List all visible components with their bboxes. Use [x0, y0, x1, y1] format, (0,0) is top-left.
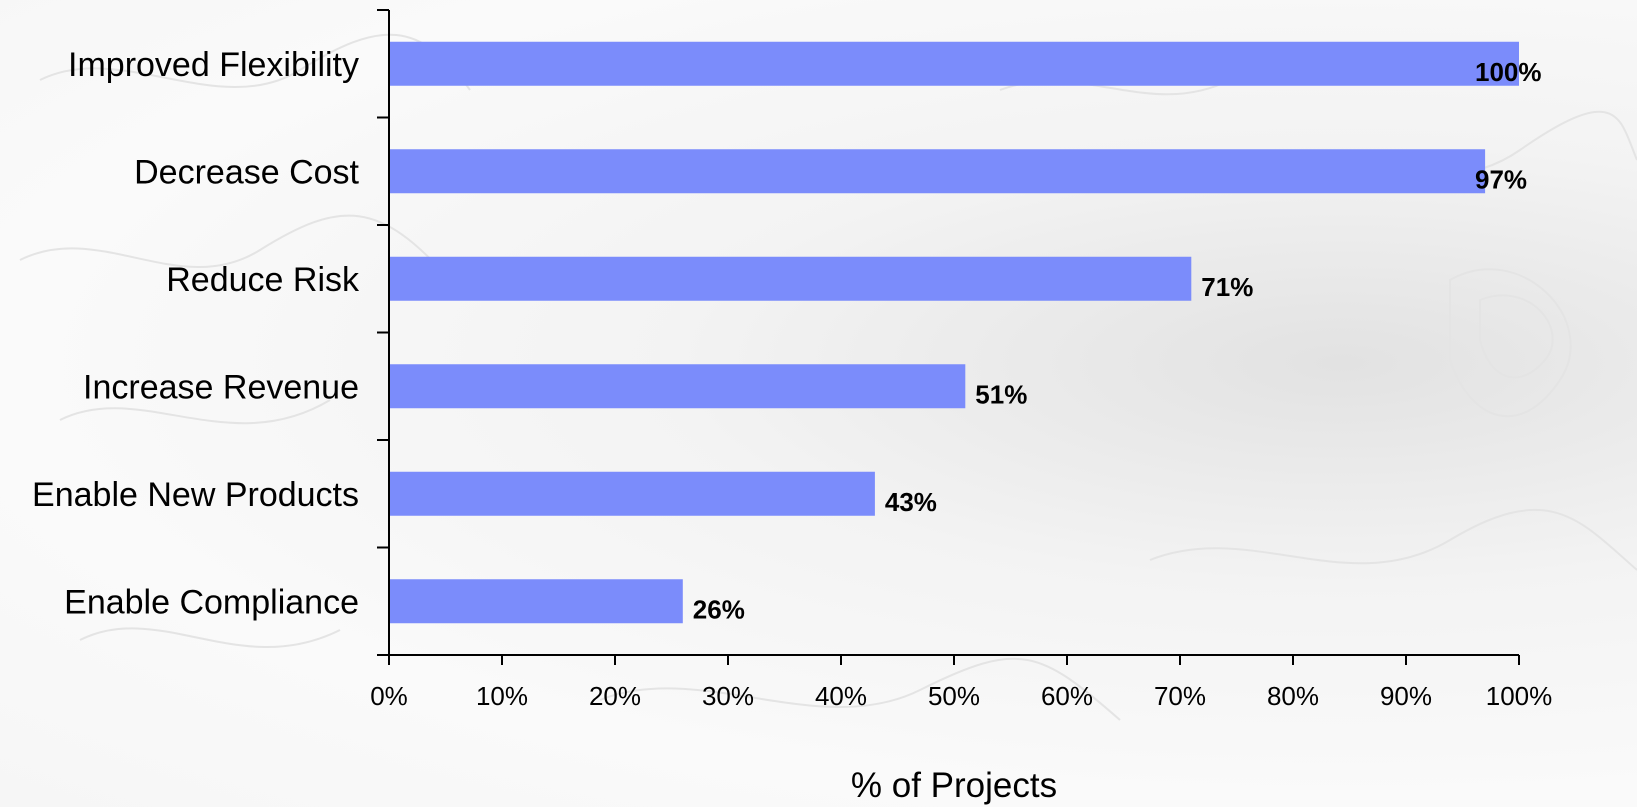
category-label: Reduce Risk: [166, 261, 360, 299]
category-labels-group: Improved Flexibility Decrease Cost Reduce …: [32, 46, 360, 622]
category-label: Increase Revenue: [83, 368, 359, 406]
x-axis-title: % of Projects: [851, 766, 1057, 805]
x-tick-label: 0%: [370, 681, 408, 711]
x-axis-ticks-group: 0% 10% 20% 30% 40% 50% 60% 70% 80% 90% 100%: [370, 655, 1552, 711]
data-label: 43%: [885, 487, 937, 517]
bar-improved-flexibility: [389, 41, 1519, 86]
x-tick-label: 30%: [702, 681, 754, 711]
x-tick-label: 60%: [1041, 681, 1093, 711]
data-label: 100%: [1475, 57, 1542, 87]
bar-decrease-cost: [389, 149, 1486, 194]
x-tick-label: 50%: [928, 681, 980, 711]
data-label: 26%: [693, 594, 745, 624]
x-tick-label: 40%: [815, 681, 867, 711]
x-tick-label: 80%: [1267, 681, 1319, 711]
category-label: Decrease Cost: [134, 153, 359, 191]
category-label: Enable New Products: [32, 476, 359, 514]
x-tick-label: 90%: [1380, 681, 1432, 711]
data-label: 51%: [975, 379, 1027, 409]
x-tick-label: 100%: [1486, 681, 1553, 711]
value-labels-group: 100% 97% 71% 51% 43% 26%: [693, 57, 1542, 625]
category-label: Improved Flexibility: [68, 46, 359, 84]
bar-enable-compliance: [389, 579, 683, 624]
data-label: 71%: [1201, 272, 1253, 302]
category-label: Enable Compliance: [64, 583, 359, 621]
x-tick-label: 10%: [476, 681, 528, 711]
bar-enable-new-products: [389, 471, 875, 516]
axes-group: [377, 9, 1519, 656]
data-label: 97%: [1475, 164, 1527, 194]
bar-reduce-risk: [389, 256, 1192, 301]
bars-group: [389, 41, 1519, 624]
x-tick-label: 70%: [1154, 681, 1206, 711]
bar-increase-revenue: [389, 364, 966, 409]
x-tick-label: 20%: [589, 681, 641, 711]
